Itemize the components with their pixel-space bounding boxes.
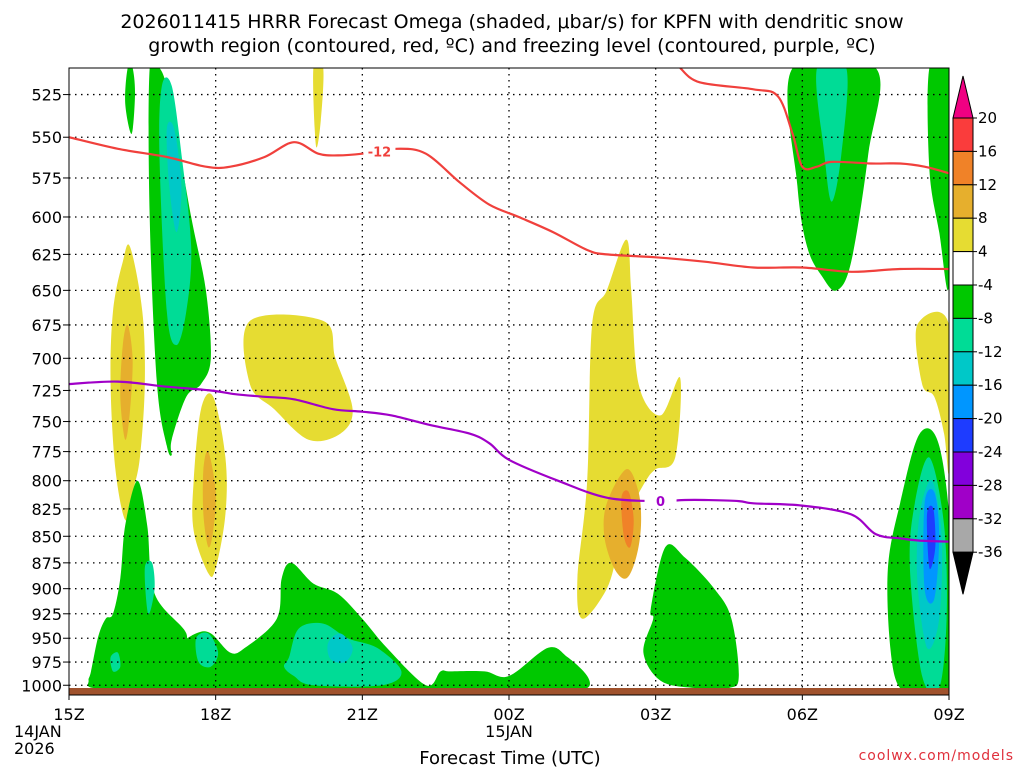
colorbar-tick-label: 4 (978, 243, 988, 261)
y-axis: 525 550 575 600 625 650 675 700 725 750 775 800 825 8… (21, 86, 69, 695)
omega-area-darkorange-04z (621, 490, 634, 548)
colorbar-top-triangle (952, 75, 974, 119)
colorbar-tick-label: 16 (978, 142, 997, 160)
y-tick-label: 525 (31, 86, 62, 105)
colorbar-swatch (952, 351, 974, 386)
omega-area-green-right-top (927, 68, 949, 291)
y-tick-label: 975 (31, 653, 62, 672)
x-tick-label: 03Z (640, 705, 671, 724)
omega-area-teal-bottom-19z (195, 632, 219, 668)
colorbar-bottom-triangle (952, 551, 974, 595)
colorbar-tick-label: -20 (978, 410, 1003, 428)
contour-freezing-level-0 (69, 380, 949, 543)
y-tick-label: 575 (31, 169, 62, 188)
y-tick-label: 825 (31, 500, 62, 519)
x-tick-label: 18Z (200, 705, 231, 724)
x-tick-label: 15JAN (485, 722, 533, 741)
chart-title-line1: 2026011415 HRRR Forecast Omega (shaded, … (120, 11, 903, 33)
colorbar-tick-label: -28 (978, 476, 1003, 494)
x-tick-label: 15Z (53, 705, 84, 724)
colorbar-tick-label: 20 (978, 109, 997, 127)
omega-area-yellow-04z (577, 239, 681, 619)
x-tick-label: 2026 (14, 739, 55, 758)
omega-area-cyan-bottom-2330z (327, 633, 353, 663)
colorbar-swatch (952, 384, 974, 420)
colorbar-swatch (952, 284, 974, 319)
omega-fills (87, 68, 949, 688)
contour-dgz-minus12-left (69, 136, 949, 273)
y-tick-label: 850 (31, 527, 62, 546)
y-tick-label: 775 (31, 443, 62, 462)
x-tick-label: 00Z (493, 705, 524, 724)
y-tick-label: 725 (31, 381, 62, 400)
x-tick-label: 09Z (933, 705, 964, 724)
omega-area-yellow-top-2030z (313, 68, 324, 148)
y-tick-label: 600 (31, 208, 62, 227)
colorbar-swatch (952, 117, 974, 152)
omega-area-blue-right-bottom (926, 505, 936, 570)
colorbar-tick-label: -32 (978, 510, 1003, 528)
omega-area-green-top-1630z (125, 68, 136, 134)
y-tick-label: 925 (31, 605, 62, 624)
contour-label-bg (363, 143, 396, 160)
y-tick-label: 800 (31, 472, 62, 491)
y-tick-label: 750 (31, 413, 62, 432)
colorbar-tick-label: -36 (978, 543, 1003, 561)
omega-area-green-0530z (643, 544, 739, 688)
contour-dgz-minus12-right (679, 68, 949, 175)
colorbar-swatch (952, 518, 974, 553)
colorbar-swatch (952, 484, 974, 520)
colorbar-swatch (952, 418, 974, 453)
omega-area-orange-04z (603, 469, 642, 579)
x-tick-label: 21Z (347, 705, 378, 724)
colorbar-tick-label: -16 (978, 376, 1003, 394)
colorbar-tick-label: -12 (978, 343, 1003, 361)
y-tick-label: 1000 (21, 676, 62, 695)
colorbar-tick-label: 8 (978, 209, 988, 227)
y-tick-label: 950 (31, 629, 62, 648)
contour-label-freezing-level-0: 0 (656, 495, 665, 510)
omega-area-teal-top-0530z (816, 68, 848, 202)
grid-lines (69, 68, 949, 688)
omega-area-yellow-right-edge (915, 311, 949, 474)
x-tick-label: 06Z (787, 705, 818, 724)
y-tick-label: 550 (31, 128, 62, 147)
omega-area-cyan-core-18z (166, 121, 182, 233)
credit-text[interactable]: coolwx.com/models (859, 748, 1014, 764)
ground-bar (69, 688, 949, 695)
colorbar-tick-label: -8 (978, 309, 993, 327)
x-tick-label: 14JAN (14, 722, 62, 741)
colorbar-tick-label: 12 (978, 176, 997, 194)
colorbar-tick-label: -24 (978, 443, 1003, 461)
y-tick-label: 700 (31, 349, 62, 368)
y-tick-label: 900 (31, 580, 62, 599)
contour-label-dgz-minus12-left: -12 (368, 145, 392, 160)
colorbar-swatch (952, 251, 974, 286)
y-tick-label: 625 (31, 245, 62, 264)
chart-title-line2: growth region (contoured, red, ºC) and f… (148, 35, 875, 57)
omega-area-orange-19z (202, 450, 216, 548)
colorbar-swatch (952, 150, 974, 186)
contour-lines: -12 0 (69, 68, 949, 543)
omega-area-yellow-2245z (243, 314, 353, 442)
y-tick-label: 875 (31, 554, 62, 573)
x-axis-label: Forecast Time (UTC) (419, 748, 600, 768)
colorbar: 20 16 12 8 4 -4 -8 -12 -16 -20 -24 -28 -32 -36 (952, 75, 1003, 595)
omega-area-green-bottom-main (87, 480, 590, 688)
y-tick-label: 675 (31, 316, 62, 335)
colorbar-tick-label: -4 (978, 276, 993, 294)
colorbar-swatch (952, 317, 974, 353)
colorbar-swatch (952, 184, 974, 219)
y-tick-label: 650 (31, 281, 62, 300)
colorbar-swatch (952, 217, 974, 253)
colorbar-swatch (952, 451, 974, 486)
contour-label-bg (644, 492, 677, 509)
omega-area-teal-bottom-1630z (110, 652, 121, 672)
omega-area-teal-bottom-17z (144, 560, 155, 615)
